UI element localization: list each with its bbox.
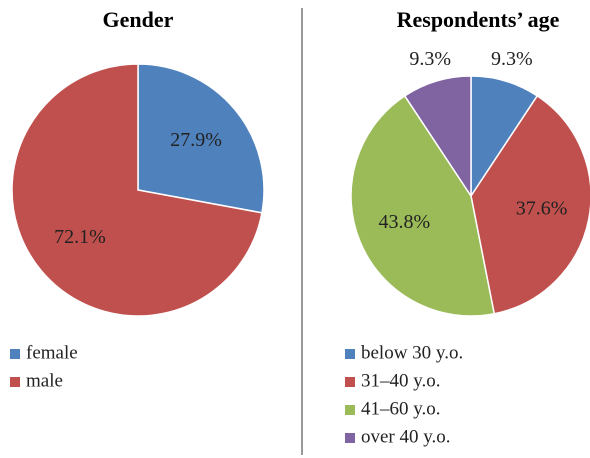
legend-label: below 30 y.o. — [361, 342, 463, 363]
legend-swatch — [10, 377, 20, 387]
pie-slice — [350, 94, 496, 317]
chart-title: Gender — [103, 7, 174, 32]
legend-swatch — [10, 349, 20, 359]
chart-title: Respondents’ age — [397, 7, 560, 32]
legend-label: 41–60 y.o. — [361, 398, 441, 419]
legend-swatch — [345, 405, 355, 415]
legend-label: male — [26, 370, 63, 391]
pie-slice — [403, 75, 472, 199]
legend-label: 31–40 y.o. — [361, 370, 441, 391]
slice-label: 37.6% — [516, 198, 568, 220]
slice-label: 9.3% — [491, 48, 533, 70]
legend-label: over 40 y.o. — [361, 426, 451, 447]
pie-slice — [470, 94, 590, 315]
pie-slice — [11, 63, 263, 317]
legend-label: female — [26, 342, 78, 363]
legend-swatch — [345, 349, 355, 359]
legend-swatch — [345, 377, 355, 387]
slice-label: 43.8% — [379, 211, 431, 233]
slice-label: 72.1% — [54, 226, 106, 248]
slice-label: 9.3% — [409, 48, 451, 70]
slice-label: 27.9% — [170, 129, 222, 151]
pie-slice — [137, 63, 265, 214]
legend-swatch — [345, 433, 355, 443]
